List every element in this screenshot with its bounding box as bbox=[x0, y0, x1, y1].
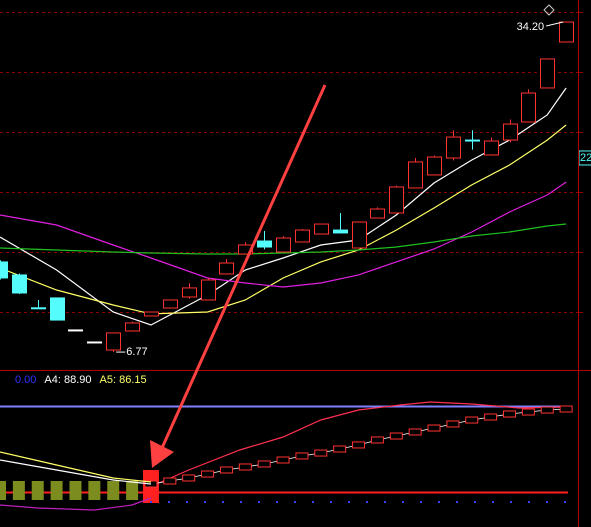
signal-bar bbox=[0, 480, 6, 500]
signal-bar bbox=[69, 480, 82, 500]
pointer-arrow bbox=[160, 84, 327, 449]
indicator-box bbox=[352, 441, 366, 449]
indicator-line bbox=[156, 401, 567, 485]
annotation-arrow bbox=[545, 21, 564, 27]
candle-body bbox=[106, 332, 121, 351]
indicator-box bbox=[503, 410, 517, 418]
indicator-box bbox=[389, 432, 403, 440]
candle-body bbox=[50, 297, 65, 321]
indicator-box bbox=[484, 413, 498, 421]
moving-average-line bbox=[0, 124, 567, 315]
annotation-label: 34.20 bbox=[517, 21, 545, 33]
indicator-box bbox=[465, 416, 479, 424]
indicator-box bbox=[446, 420, 460, 428]
candle-body bbox=[295, 229, 310, 243]
candle-body bbox=[125, 322, 140, 332]
indicator-line bbox=[0, 459, 152, 485]
signal-bar bbox=[126, 480, 139, 500]
candle-body bbox=[276, 237, 291, 253]
indicator-box bbox=[182, 474, 196, 482]
indicator-box bbox=[201, 470, 215, 478]
candle-body bbox=[408, 161, 423, 189]
candle-body bbox=[427, 156, 442, 176]
indicator-box bbox=[276, 456, 290, 464]
candle-body bbox=[333, 229, 348, 234]
moving-average-line bbox=[0, 223, 567, 255]
candle-body bbox=[219, 262, 234, 275]
candle-body bbox=[163, 299, 178, 309]
pointer-arrow-head bbox=[150, 440, 174, 468]
candle-body bbox=[446, 136, 461, 159]
indicator-box bbox=[370, 436, 384, 444]
candle-body bbox=[201, 279, 216, 301]
candle-body bbox=[0, 261, 8, 279]
candle-body bbox=[540, 58, 555, 89]
indicator-line bbox=[0, 451, 152, 483]
price-panel: 22 34.20 6.77 bbox=[0, 12, 591, 358]
indicator-box bbox=[427, 424, 441, 432]
legend-text: A5: 86.15 bbox=[100, 374, 147, 386]
candle-body bbox=[465, 139, 480, 142]
indicator-box bbox=[163, 477, 177, 485]
indicator-box bbox=[257, 460, 271, 468]
indicator-box bbox=[333, 445, 347, 453]
signal-bar bbox=[107, 480, 120, 500]
indicator-box bbox=[521, 408, 535, 416]
legend-text: 0.00 bbox=[15, 374, 36, 386]
candle-body bbox=[503, 123, 518, 141]
candle-body bbox=[12, 274, 27, 294]
indicator-line bbox=[0, 497, 152, 511]
indicator-box bbox=[238, 463, 252, 471]
candle-body bbox=[257, 240, 272, 248]
signal-bar bbox=[31, 480, 44, 500]
annotation-label: 6.77 bbox=[126, 346, 147, 358]
indicator-box bbox=[559, 405, 573, 413]
indicator-box bbox=[295, 452, 309, 460]
candle-body bbox=[31, 307, 46, 310]
moving-average-line bbox=[0, 181, 567, 288]
candle-body bbox=[559, 21, 574, 43]
candle-body bbox=[521, 92, 536, 123]
indicator-box bbox=[408, 428, 422, 436]
indicator-box bbox=[219, 466, 233, 474]
candle-body bbox=[370, 208, 385, 219]
signal-bar bbox=[88, 480, 101, 500]
diamond-icon bbox=[543, 4, 555, 16]
signal-bar bbox=[50, 480, 63, 500]
indicator-box bbox=[540, 406, 554, 414]
candle-body bbox=[182, 287, 197, 298]
legend-text: A4: 88.90 bbox=[44, 374, 91, 386]
right-axis-marker-label: 22 bbox=[580, 152, 591, 164]
indicator-panel: 0.00 A4: 88.90 A5: 86.15 bbox=[0, 374, 573, 511]
signal-bar bbox=[12, 480, 25, 500]
candle-body bbox=[389, 186, 404, 214]
candle-body bbox=[144, 311, 159, 317]
candle-body bbox=[87, 341, 102, 344]
candle-body bbox=[352, 221, 367, 249]
candle-body bbox=[314, 223, 329, 235]
candle-body bbox=[68, 329, 83, 332]
candle-body bbox=[484, 140, 499, 156]
indicator-box bbox=[314, 449, 328, 457]
